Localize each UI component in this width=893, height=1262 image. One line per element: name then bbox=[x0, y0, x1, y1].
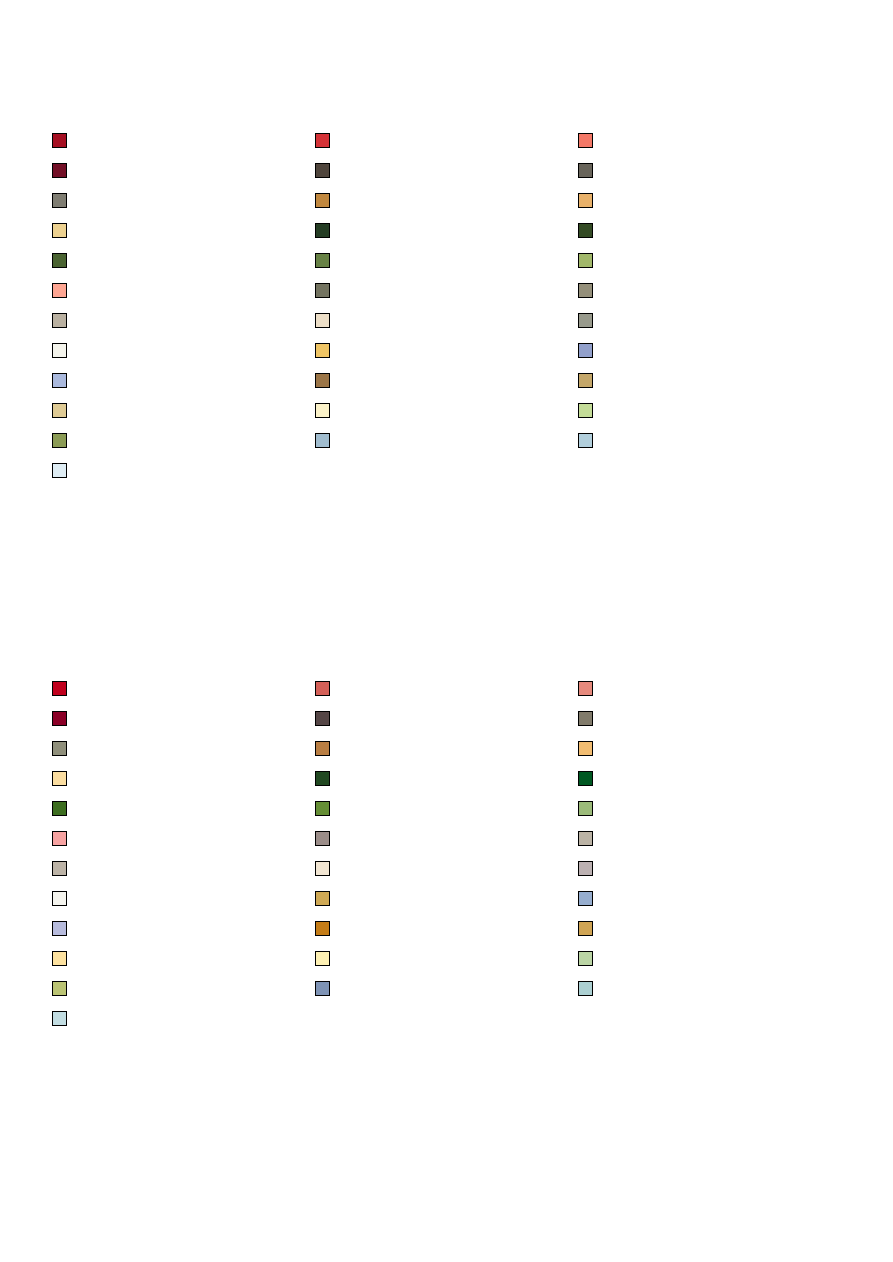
color-swatch bbox=[315, 223, 330, 238]
color-swatch bbox=[578, 253, 593, 268]
color-swatch bbox=[52, 193, 67, 208]
color-swatch bbox=[578, 343, 593, 358]
color-swatch bbox=[315, 861, 330, 876]
color-swatch bbox=[52, 433, 67, 448]
color-swatch bbox=[52, 133, 67, 148]
color-swatch bbox=[52, 463, 67, 478]
color-swatch bbox=[578, 801, 593, 816]
color-swatch bbox=[578, 981, 593, 996]
color-swatch bbox=[52, 801, 67, 816]
color-swatch bbox=[315, 433, 330, 448]
color-swatch bbox=[578, 681, 593, 696]
color-swatch bbox=[315, 403, 330, 418]
color-swatch bbox=[52, 313, 67, 328]
color-swatch bbox=[52, 711, 67, 726]
color-swatch bbox=[52, 163, 67, 178]
color-swatch bbox=[315, 951, 330, 966]
color-swatch bbox=[52, 831, 67, 846]
color-swatch bbox=[578, 313, 593, 328]
color-swatch bbox=[315, 681, 330, 696]
color-swatch bbox=[578, 283, 593, 298]
color-swatch bbox=[578, 433, 593, 448]
color-swatch bbox=[52, 981, 67, 996]
color-swatch bbox=[315, 283, 330, 298]
color-swatch bbox=[578, 891, 593, 906]
color-swatch bbox=[52, 681, 67, 696]
color-swatch bbox=[578, 403, 593, 418]
color-swatch bbox=[315, 193, 330, 208]
color-swatch bbox=[578, 223, 593, 238]
color-swatch bbox=[315, 313, 330, 328]
color-swatch bbox=[315, 343, 330, 358]
color-swatch bbox=[578, 921, 593, 936]
color-swatch bbox=[52, 921, 67, 936]
color-swatch bbox=[315, 163, 330, 178]
color-swatch bbox=[578, 373, 593, 388]
color-swatch bbox=[578, 741, 593, 756]
color-swatch bbox=[578, 711, 593, 726]
color-swatch bbox=[578, 831, 593, 846]
color-swatch bbox=[578, 771, 593, 786]
color-swatch bbox=[315, 133, 330, 148]
color-swatch bbox=[52, 403, 67, 418]
color-swatch bbox=[52, 891, 67, 906]
color-swatch bbox=[52, 283, 67, 298]
color-swatch bbox=[52, 343, 67, 358]
color-swatch bbox=[52, 253, 67, 268]
color-swatch bbox=[52, 771, 67, 786]
color-swatch bbox=[315, 373, 330, 388]
color-swatch bbox=[52, 951, 67, 966]
color-swatch bbox=[52, 741, 67, 756]
color-swatch bbox=[578, 133, 593, 148]
color-swatch bbox=[52, 1011, 67, 1026]
color-swatch bbox=[315, 741, 330, 756]
color-swatch bbox=[315, 921, 330, 936]
color-swatch bbox=[52, 861, 67, 876]
color-swatch bbox=[315, 831, 330, 846]
color-swatch bbox=[315, 981, 330, 996]
color-swatch bbox=[315, 891, 330, 906]
color-swatch bbox=[578, 193, 593, 208]
color-swatch bbox=[52, 223, 67, 238]
color-swatch bbox=[315, 801, 330, 816]
color-swatch bbox=[578, 163, 593, 178]
color-swatch bbox=[315, 771, 330, 786]
color-swatch bbox=[578, 861, 593, 876]
color-swatch bbox=[52, 373, 67, 388]
color-swatch bbox=[578, 951, 593, 966]
color-swatch bbox=[315, 711, 330, 726]
color-swatch bbox=[315, 253, 330, 268]
